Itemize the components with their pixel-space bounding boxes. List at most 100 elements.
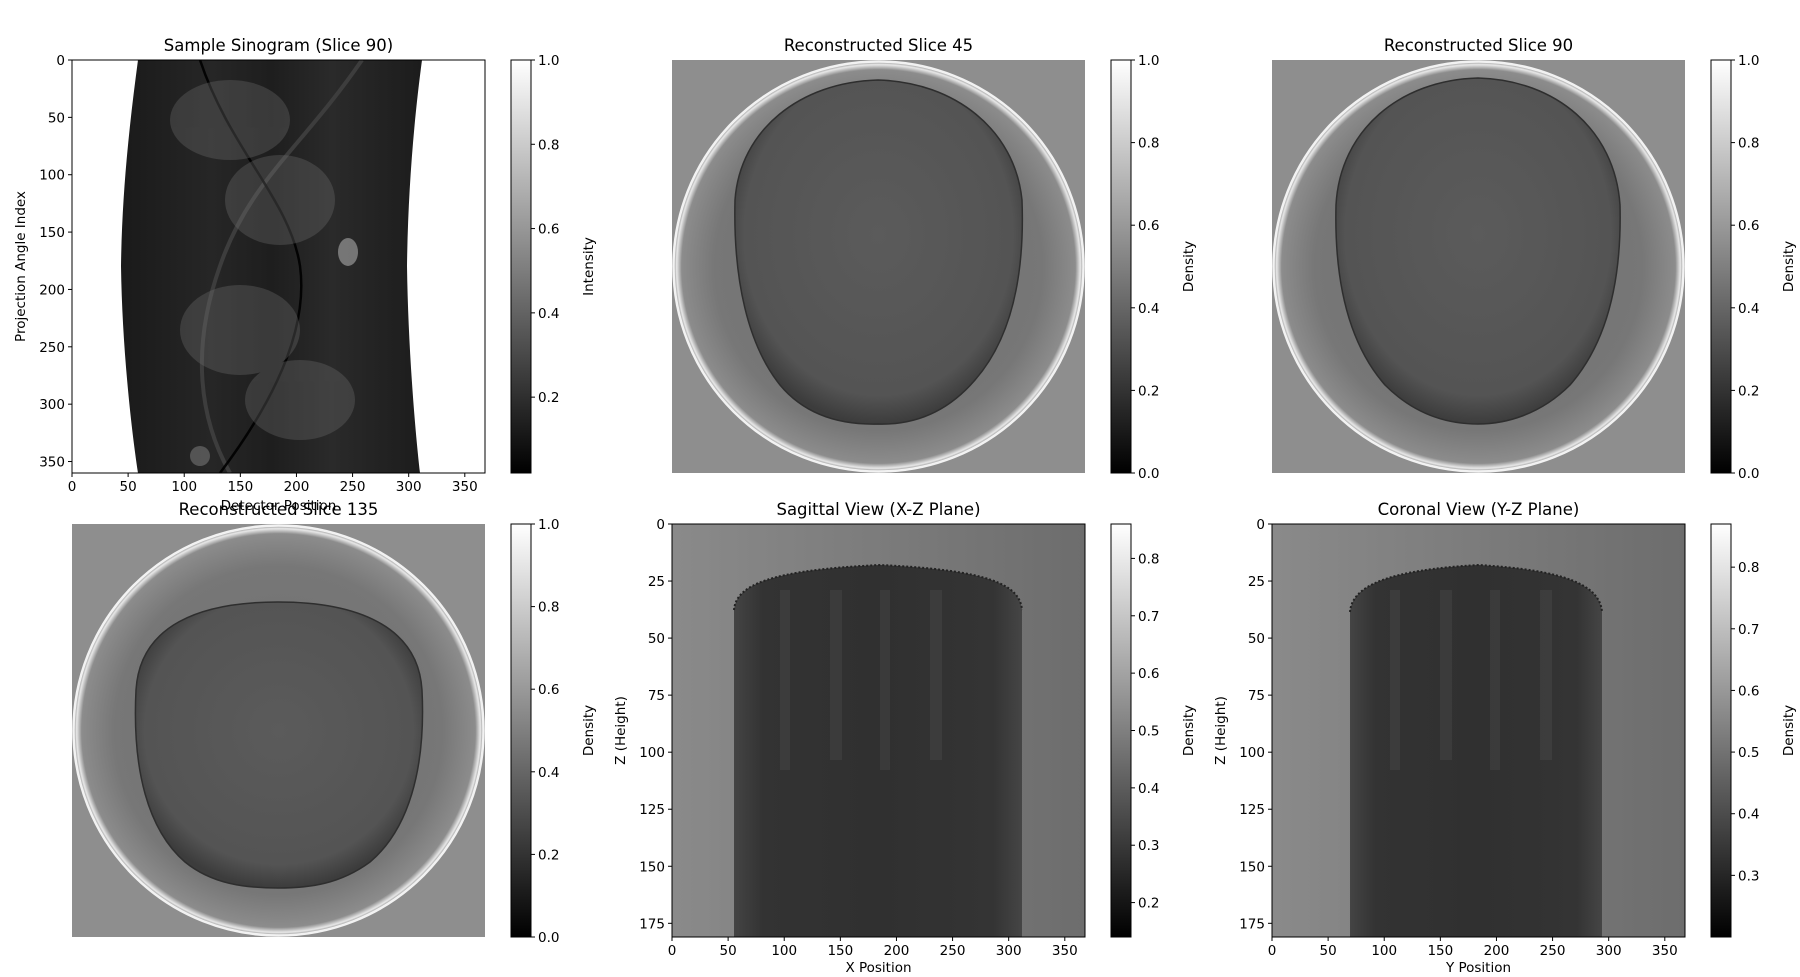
colorbar: 0.0 0.2 0.4 0.6 0.8 1.0 Density [1711, 53, 1797, 482]
colorbar-gradient [1111, 524, 1131, 937]
x-tick-label: 350 [1052, 943, 1078, 959]
x-tick-label: 350 [452, 479, 478, 495]
colorbar-tick-label: 0.4 [538, 306, 559, 322]
colorbar-tick-label: 1.0 [538, 53, 559, 69]
y-tick-label: 200 [39, 282, 65, 298]
chart-title: Coronal View (Y-Z Plane) [1378, 500, 1580, 519]
colorbar-label: Density [1181, 705, 1197, 756]
y-tick-label: 100 [39, 168, 65, 184]
x-tick-label: 300 [996, 943, 1022, 959]
coronal-image [1272, 524, 1685, 937]
x-tick-label: 250 [340, 479, 366, 495]
panel-slice-45: Reconstructed Slice 45 0.0 0.2 0.4 0.6 0.8 1.… [672, 36, 1197, 482]
colorbar-tick-label: 0.7 [1138, 609, 1159, 625]
y-tick-label: 100 [639, 745, 665, 761]
colorbar-label: Density [1781, 241, 1797, 292]
chart-title: Reconstructed Slice 135 [179, 500, 379, 519]
y-tick-label: 100 [1239, 745, 1265, 761]
slice-image [672, 60, 1085, 473]
colorbar-tick-label: 1.0 [538, 517, 559, 533]
colorbar-gradient [1711, 524, 1731, 937]
y-tick-label: 50 [1248, 631, 1265, 647]
y-tick-label: 150 [639, 859, 665, 875]
colorbar-tick-label: 0.0 [1738, 466, 1759, 482]
colorbar-label: Density [1781, 705, 1797, 756]
colorbar-tick-label: 0.8 [1738, 136, 1759, 152]
colorbar-label: Density [1181, 241, 1197, 292]
x-tick-label: 50 [1320, 943, 1337, 959]
colorbar: 0.0 0.2 0.4 0.6 0.8 1.0 Density [511, 517, 597, 946]
y-tick-label: 25 [1248, 574, 1265, 590]
y-tick-label: 150 [39, 225, 65, 241]
colorbar-gradient [1111, 60, 1131, 473]
y-tick-label: 175 [639, 916, 665, 932]
colorbar-tick-label: 0.6 [538, 682, 559, 698]
colorbar-tick-label: 0.6 [1738, 683, 1759, 699]
x-axis-label: Y Position [1445, 960, 1511, 976]
x-tick-label: 100 [771, 943, 797, 959]
colorbar-label: Density [581, 705, 597, 756]
y-tick-label: 50 [48, 110, 65, 126]
colorbar-tick-label: 1.0 [1138, 53, 1159, 69]
y-axis-label: Z (Height) [1213, 696, 1229, 765]
y-tick-label: 125 [1239, 802, 1265, 818]
colorbar-tick-label: 0.8 [1138, 551, 1159, 567]
y-tick-label: 0 [1256, 517, 1265, 533]
x-tick-label: 50 [720, 943, 737, 959]
y-tick-label: 0 [656, 517, 665, 533]
x-tick-label: 0 [668, 943, 677, 959]
colorbar: 0.2 0.3 0.4 0.5 0.6 0.7 0.8 Density [1111, 524, 1197, 937]
panel-sagittal: Sagittal View (X-Z Plane) 0 50 100 150 200 25… [613, 500, 1197, 976]
x-tick-label: 200 [1484, 943, 1510, 959]
colorbar-tick-label: 0.7 [1738, 622, 1759, 638]
x-tick-label: 200 [884, 943, 910, 959]
chart-title: Sample Sinogram (Slice 90) [164, 36, 393, 55]
x-tick-label: 150 [1427, 943, 1453, 959]
colorbar: 0.0 0.2 0.4 0.6 0.8 1.0 Density [1111, 53, 1197, 482]
colorbar-gradient [511, 524, 531, 937]
chart-title: Sagittal View (X-Z Plane) [776, 500, 980, 519]
colorbar-tick-label: 0.0 [538, 930, 559, 946]
x-tick-label: 0 [1268, 943, 1277, 959]
colorbar-tick-label: 0.6 [1138, 218, 1159, 234]
x-tick-label: 250 [1540, 943, 1566, 959]
x-tick-label: 150 [227, 479, 253, 495]
sinogram-image [72, 60, 485, 473]
colorbar-tick-label: 0.8 [538, 137, 559, 153]
colorbar-label: Intensity [581, 237, 597, 296]
x-tick-label: 300 [1596, 943, 1622, 959]
colorbar-tick-label: 0.0 [1138, 466, 1159, 482]
chart-title: Reconstructed Slice 45 [784, 36, 973, 55]
y-tick-label: 50 [648, 631, 665, 647]
sagittal-image [672, 524, 1085, 937]
colorbar-tick-label: 0.6 [538, 222, 559, 238]
x-tick-label: 300 [396, 479, 422, 495]
y-tick-label: 75 [648, 688, 665, 704]
colorbar-tick-label: 0.8 [1738, 560, 1759, 576]
colorbar-gradient [1711, 60, 1731, 473]
x-tick-label: 350 [1652, 943, 1678, 959]
colorbar-tick-label: 1.0 [1738, 53, 1759, 69]
y-tick-label: 75 [1248, 688, 1265, 704]
x-tick-label: 100 [1371, 943, 1397, 959]
x-axis-label: X Position [845, 960, 911, 976]
colorbar-tick-label: 0.2 [538, 847, 559, 863]
colorbar-tick-label: 0.4 [538, 765, 559, 781]
colorbar-tick-label: 0.5 [1138, 724, 1159, 740]
panel-coronal: Coronal View (Y-Z Plane) 0 50 100 150 200 250… [1213, 500, 1797, 976]
y-tick-label: 250 [39, 340, 65, 356]
chart-title: Reconstructed Slice 90 [1384, 36, 1573, 55]
colorbar-gradient [511, 60, 531, 473]
x-tick-label: 200 [284, 479, 310, 495]
colorbar-tick-label: 0.6 [1138, 666, 1159, 682]
colorbar-tick-label: 0.4 [1138, 301, 1159, 317]
colorbar: 0.2 0.4 0.6 0.8 1.0 Intensity [511, 53, 597, 473]
y-axis-label: Z (Height) [613, 696, 629, 765]
y-tick-label: 150 [1239, 859, 1265, 875]
panel-slice-135: Reconstructed Slice 135 0.00.20.40.60.81… [72, 500, 597, 946]
colorbar-tick-label: 0.3 [1738, 868, 1759, 884]
colorbar-tick-label: 0.5 [1738, 745, 1759, 761]
colorbar-tick-label: 0.2 [538, 390, 559, 406]
y-axis-label: Projection Angle Index [13, 191, 29, 342]
